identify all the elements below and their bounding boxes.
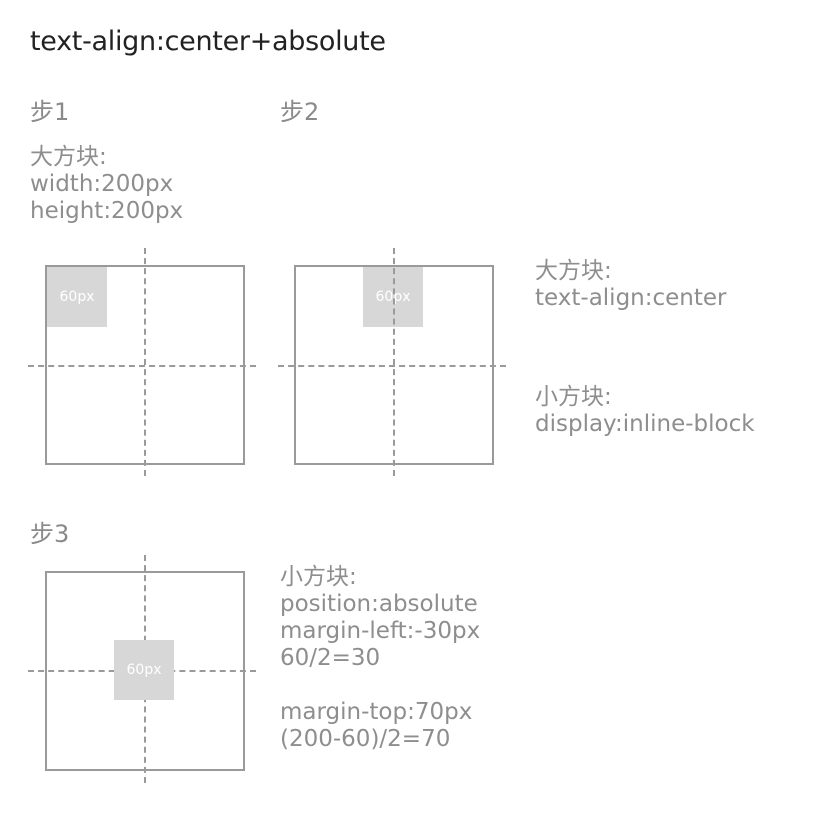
step3-note-line: margin-left:-30px <box>280 618 481 644</box>
step1-note-line: width:200px <box>30 171 174 197</box>
step1-horizontal-axis <box>28 365 256 367</box>
step2-note-line: text-align:center <box>535 285 727 311</box>
step2-vertical-axis <box>393 248 395 476</box>
step1-small-box: 60px <box>47 267 107 327</box>
step1-notes: 大方块: width:200px height:200px <box>30 144 183 225</box>
step1-note-line: height:200px <box>30 198 184 224</box>
step1-label: 步1 <box>30 98 70 126</box>
step2-big-notes: 大方块: text-align:center <box>535 258 727 312</box>
step3-small-label: 60px <box>126 662 162 678</box>
step2-note-line: 大方块: <box>535 258 612 284</box>
step2-horizontal-axis <box>278 365 506 367</box>
step2-small-notes: 小方块: display:inline-block <box>535 384 755 438</box>
step3-note-line: 60/2=30 <box>280 645 381 671</box>
step3-note-line: (200-60)/2=70 <box>280 726 451 752</box>
step3-note-line: position:absolute <box>280 591 478 617</box>
step3-note-spacer <box>280 672 480 699</box>
step1-note-line: 大方块: <box>30 144 107 170</box>
step1-small-label: 60px <box>59 289 95 305</box>
step3-label: 步3 <box>30 520 70 548</box>
step2-note-line: display:inline-block <box>535 411 755 437</box>
step1-vertical-axis <box>144 248 146 476</box>
step3-notes: 小方块: position:absolute margin-left:-30px… <box>280 564 480 753</box>
step2-label: 步2 <box>280 98 320 126</box>
page-title: text-align:center+absolute <box>30 26 386 57</box>
step3-note-line: margin-top:70px <box>280 699 473 725</box>
step3-small-box: 60px <box>114 640 174 700</box>
step3-note-line: 小方块: <box>280 564 357 590</box>
step2-note-line: 小方块: <box>535 384 612 410</box>
